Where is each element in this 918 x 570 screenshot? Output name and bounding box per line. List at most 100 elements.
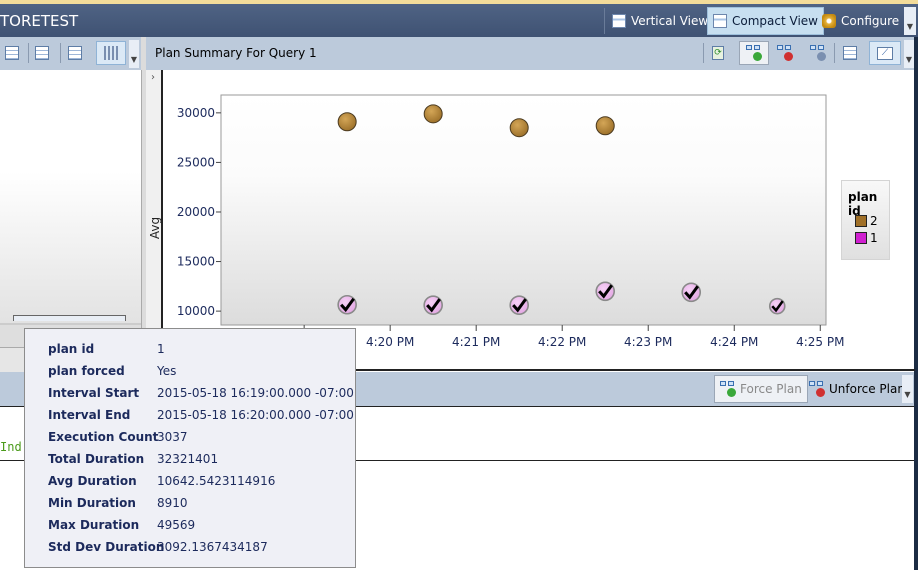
legend-label: 2 (870, 214, 878, 228)
separator (604, 8, 605, 34)
legend-item-2: 2 (855, 214, 878, 228)
separator (834, 43, 835, 63)
legend-swatch (855, 215, 867, 227)
unforce-plan-tool-button[interactable] (773, 41, 797, 65)
force-plan-button[interactable]: Force Plan (714, 375, 808, 403)
legend-title: plan id (848, 190, 878, 218)
button-label: Force Plan (740, 382, 802, 396)
tooltip-key: Interval Start (48, 386, 140, 400)
compact-view-icon (713, 14, 727, 28)
plan-summary-chart: 10000 15000 20000 25000 30000 4:20 PM 4:21 PM 4… (163, 70, 915, 370)
collapse-strip[interactable]: › (146, 70, 163, 370)
button-label: Compact View (732, 14, 818, 28)
unforce-plan-button[interactable]: Unforce Plan (804, 375, 910, 403)
tooltip-value: 1 (157, 342, 165, 356)
forced-check-icon (512, 298, 527, 313)
forced-check-icon (684, 285, 699, 300)
data-point-plan-2[interactable] (337, 112, 357, 132)
gear-icon (822, 14, 836, 28)
tooltip-value: 2015-05-18 16:20:00.000 -07:00 (157, 408, 354, 422)
button-label: Vertical View (631, 14, 709, 28)
chart-view-button[interactable]: ⟋ (869, 41, 901, 65)
tooltip-key: Avg Duration (48, 474, 137, 488)
compact-view-button[interactable]: Compact View (707, 7, 824, 35)
separator (703, 43, 704, 63)
legend-swatch (855, 232, 867, 244)
x-tick-label: 4:24 PM (710, 335, 758, 349)
y-tick-label: 10000 (177, 304, 215, 318)
forced-check-icon (426, 298, 441, 313)
force-plan-tool-button[interactable] (739, 41, 769, 65)
pane-splitter[interactable] (141, 70, 146, 372)
data-point-plan-1[interactable] (681, 282, 702, 303)
x-tick-label: 4:22 PM (538, 335, 586, 349)
vertical-view-button[interactable]: Vertical View (607, 7, 713, 35)
tooltip-value: 8910 (157, 496, 188, 510)
data-point-plan-2[interactable] (509, 118, 529, 138)
tooltip-value: 10642.5423114916 (157, 474, 276, 488)
left-pane-scroll-box[interactable] (13, 315, 126, 321)
zoom-grid-icon (5, 46, 19, 60)
tooltip-key: Std Dev Duration (48, 540, 165, 554)
bar-chart-button[interactable] (96, 41, 126, 65)
tooltip-value: 2015-05-18 16:19:00.000 -07:00 (157, 386, 354, 400)
plan-summary-title: Plan Summary For Query 1 (155, 46, 317, 60)
title-bar: TORETEST Vertical View Compact View Conf… (0, 4, 918, 37)
plan-toolbar-overflow[interactable]: ▼ (904, 40, 914, 68)
window-title: TORETEST (0, 12, 79, 30)
forced-check-icon (598, 284, 613, 299)
grid-button[interactable] (30, 41, 54, 65)
unforce-plan-icon (809, 381, 825, 397)
table-button[interactable] (63, 41, 87, 65)
tooltip-key: Execution Count (48, 430, 159, 444)
y-tick-label: 15000 (177, 255, 215, 269)
grid-view-button[interactable] (838, 41, 862, 65)
panel-toolbar-row: ▼ Plan Summary For Query 1 ⟳ ⟋ ▼ (0, 37, 918, 70)
divider (0, 460, 914, 461)
configure-button[interactable]: Configure (817, 7, 904, 35)
code-text[interactable]: Ind (0, 440, 22, 454)
data-point-plan-1[interactable] (595, 281, 616, 302)
unforce-plan-icon (777, 45, 793, 61)
zoom-grid-button[interactable] (0, 41, 24, 65)
data-point-plan-1[interactable] (423, 295, 443, 315)
data-point-plan-2[interactable] (423, 104, 443, 124)
data-point-plan-2[interactable] (595, 116, 615, 136)
x-tick-label: 4:25 PM (796, 335, 844, 349)
expand-chevron-icon[interactable]: › (151, 72, 155, 83)
refresh-icon: ⟳ (712, 46, 724, 60)
compare-plans-button[interactable] (806, 41, 830, 65)
separator (60, 43, 61, 63)
refresh-button[interactable]: ⟳ (706, 41, 730, 65)
y-tick-label: 25000 (177, 155, 215, 169)
button-label: Configure (841, 14, 900, 28)
tooltip-value: 3037 (157, 430, 188, 444)
y-tick-label: 30000 (177, 106, 215, 120)
vertical-view-icon (612, 14, 626, 28)
data-point-plan-1[interactable] (337, 294, 357, 315)
tooltip-key: Max Duration (48, 518, 140, 532)
toolbar-overflow-button[interactable]: ▼ (904, 7, 916, 35)
x-tick-label: 4:21 PM (452, 335, 500, 349)
compare-plans-icon (810, 45, 826, 61)
grid-icon (35, 46, 49, 60)
chart-legend: plan id 2 1 (841, 180, 890, 260)
tooltip-value: Yes (157, 364, 177, 378)
tooltip-key: Total Duration (48, 452, 145, 466)
tooltip-value: 49569 (157, 518, 196, 532)
left-toolbar-overflow[interactable]: ▼ (129, 40, 139, 68)
button-label: Unforce Plan (829, 382, 905, 396)
y-axis-label: Avg (148, 216, 162, 240)
left-pane-chart (0, 70, 141, 325)
actions-toolbar-overflow[interactable]: ▼ (902, 375, 913, 403)
force-plan-icon (746, 45, 762, 61)
grid-view-icon (843, 46, 857, 60)
data-point-plan-1[interactable] (509, 295, 529, 315)
data-point-plan-1[interactable] (768, 297, 786, 315)
table-icon (68, 46, 82, 60)
pane-divider[interactable] (141, 37, 146, 70)
tooltip-key: Min Duration (48, 496, 136, 510)
tooltip-key: plan forced (48, 364, 125, 378)
forced-check-icon (771, 300, 784, 313)
separator (28, 43, 29, 63)
